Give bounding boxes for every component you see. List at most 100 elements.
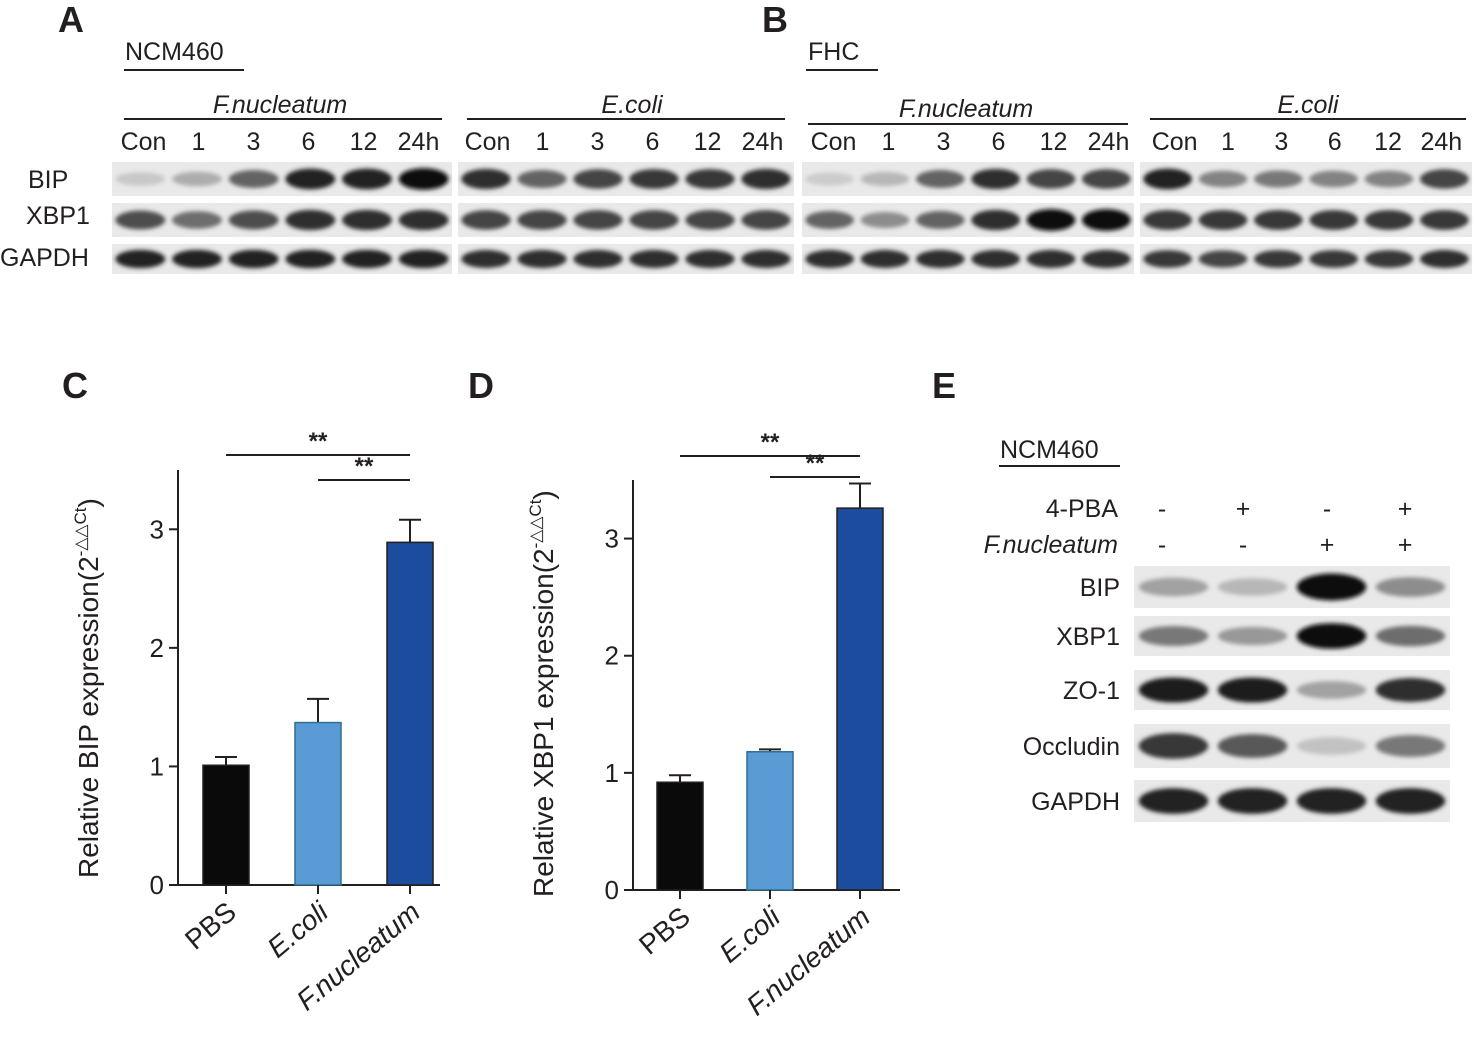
- blot-a-ec-strip-xbp1-band-6: [741, 210, 791, 230]
- blot-b-ec-strip-xbp1-band-4: [1309, 210, 1359, 230]
- blot-e-strip-xbp1: [1134, 616, 1450, 656]
- chart-c-sig-label-1: **: [309, 428, 328, 455]
- blot-e-4-pba-lane-3: -: [1323, 495, 1331, 523]
- blot-a-fn-strip-xbp1-band-4: [285, 209, 336, 231]
- blot-b-ec-strip-gapdh: [1140, 244, 1472, 274]
- blot-a-ec-strip-xbp1-band-5: [685, 210, 735, 230]
- blot-a-protein-xbp1: XBP1: [26, 202, 90, 230]
- blot-a-ec-lane-1: 1: [536, 128, 550, 156]
- panel-letter-c: C: [62, 365, 88, 406]
- panel-letter-b: B: [762, 0, 788, 40]
- blot-a-cell-line: NCM460: [125, 38, 224, 66]
- blot-a-ec-strip-xbp1-band-3: [573, 210, 623, 230]
- blot-a-ec-lane-24h: 24h: [742, 128, 784, 156]
- blot-e-protein-xbp1: XBP1: [1056, 623, 1120, 651]
- chart-c-xlabel-e-coli: E.coli: [261, 895, 334, 963]
- blot-e-strip-zo-1: [1134, 670, 1450, 710]
- blot-a-fn-strip-gapdh-band-3: [228, 249, 279, 269]
- blot-a-group-ec: E.coli: [601, 91, 664, 119]
- blot-a-fn-strip-gapdh-background: [112, 244, 452, 274]
- blot-a-fn-lane-con: Con: [121, 128, 167, 156]
- blot-a-strips: [112, 162, 794, 274]
- blot-b-ec-lane-1: 1: [1221, 128, 1235, 156]
- chart-d-ytick-label-1: 1: [605, 758, 619, 788]
- blot-e-4-pba-lane-1: -: [1158, 495, 1166, 523]
- chart-d-bar-f-nucleatum: [836, 507, 884, 891]
- blot-a-fn-strip-xbp1-background: [112, 203, 452, 237]
- blot-b-ec-strip-bip-band-3: [1253, 170, 1303, 188]
- blot-e-strip-bip: [1134, 566, 1450, 608]
- blot-e-strip-gapdh: [1134, 780, 1450, 822]
- chart-c-ylabel-close: ): [73, 498, 104, 507]
- blot-a-protein-gapdh: GAPDH: [0, 244, 89, 272]
- chart-d-xlabel-pbs: PBS: [633, 901, 696, 961]
- chart-d-ytick-label-0: 0: [605, 875, 619, 905]
- blot-a-ec-strip-xbp1-band-4: [629, 210, 679, 230]
- blot-b-ec-lane-con: Con: [1152, 128, 1198, 156]
- blot-b-ec-strip-bip-background: [1140, 162, 1472, 196]
- blot-b-fn-strip-gapdh-band-4: [971, 250, 1021, 268]
- blot-b-fn-strip-gapdh-band-3: [915, 250, 965, 268]
- blot-b-ec-strip-gapdh-band-4: [1309, 250, 1359, 268]
- blot-e-protein-occludin: Occludin: [1023, 733, 1120, 761]
- blot-a-ec-strip-xbp1-band-2: [517, 210, 567, 230]
- chart-c-ytick-label-3: 3: [150, 514, 164, 544]
- blot-a-fn-strip-xbp1-band-2: [172, 211, 222, 229]
- blot-a-fn-lane-3: 3: [247, 128, 261, 156]
- blot-a-ec-strip-gapdh: [458, 244, 794, 274]
- blot-a-fn-strip-bip: [112, 162, 452, 196]
- blot-b-fn-strip-xbp1-band-3: [915, 211, 965, 229]
- blot-b-fn-strip-bip-band-3: [915, 170, 965, 188]
- blot-e-strip-gapdh-band-1: [1138, 788, 1209, 814]
- blot-b-lane-labels: Con 1 3 6 12 24h Con 1 3 6 12 24h: [811, 128, 1463, 156]
- blot-a-fn-lane-12: 12: [350, 128, 378, 156]
- blot-b-fn-strip-bip: [802, 162, 1134, 196]
- blot-a-fn-strip-gapdh-band-6: [398, 249, 449, 269]
- blot-b-fn-lane-12: 12: [1040, 128, 1068, 156]
- blot-a-fn-strip-xbp1-band-5: [342, 209, 392, 231]
- blot-e-f-nucleatum-lane-3: +: [1320, 531, 1335, 559]
- blot-b-fn-strip-bip-background: [802, 162, 1134, 196]
- blot-e-strip-bip-band-1: [1138, 577, 1209, 597]
- blot-b-fn-strip-gapdh-band-6: [1081, 250, 1131, 268]
- chart-c-ytick-label-1: 1: [150, 751, 164, 781]
- blot-b-fn-strip-bip-band-4: [971, 168, 1021, 190]
- blot-b-ec-lane-3: 3: [1274, 128, 1288, 156]
- blot-b-ec-strip-bip-band-2: [1198, 170, 1248, 188]
- blot-b-ec-strip-gapdh-background: [1140, 244, 1472, 274]
- blot-b-fn-strip-xbp1-band-2: [860, 211, 910, 229]
- chart-c-sig-label-2: **: [355, 453, 374, 480]
- blot-a-fn-strip-bip-band-2: [172, 171, 222, 187]
- chart-c-ylabel: Relative BIP expression(2-△△Ct): [71, 498, 104, 878]
- panel-letter-d: D: [468, 365, 494, 406]
- blot-e-strip-gapdh-band-2: [1217, 788, 1288, 814]
- blot-a-fn-strip-xbp1-band-1: [115, 210, 166, 230]
- blot-e-strip-occludin-band-1: [1138, 733, 1209, 759]
- blot-a-ec-lane-12: 12: [694, 128, 722, 156]
- blot-a-fn-strip-xbp1: [112, 203, 452, 237]
- blot-a-ec-strip-gapdh-band-1: [461, 250, 511, 268]
- chart-c-ytick-label-2: 2: [150, 633, 164, 663]
- blot-a-ec-strip-bip-background: [458, 162, 794, 196]
- blot-b-ec-strip-xbp1-band-3: [1253, 210, 1303, 230]
- blot-e-4-pba-lane-2: +: [1236, 495, 1251, 523]
- chart-d-ylabel-main: Relative XBP1 expression(2: [528, 548, 559, 897]
- blot-b-ec-strip-xbp1: [1140, 203, 1472, 237]
- blot-b-ec-strip-bip: [1140, 162, 1472, 196]
- blot-b-ec-strip-bip-band-6: [1419, 169, 1469, 189]
- chart-c: 0 1 2 3 Relative BIP expression(2-△△Ct) PBS E.…: [71, 428, 440, 1016]
- blot-b-ec-strip-xbp1-band-1: [1143, 210, 1193, 230]
- blot-e-strip-occludin-band-3: [1296, 737, 1367, 755]
- blot-b-fn-strip-gapdh-band-5: [1026, 250, 1076, 268]
- blot-b-fn-lane-24h: 24h: [1088, 128, 1130, 156]
- chart-d-ylabel-superscript: -△△Ct: [526, 499, 545, 548]
- blot-e-cell-line: NCM460: [1000, 436, 1099, 464]
- blot-e-treatment-4-pba: 4-PBA: [1046, 495, 1119, 523]
- blot-b-ec-strip-gapdh-band-6: [1419, 250, 1469, 268]
- blot-b-fn-strip-xbp1-band-6: [1081, 209, 1131, 231]
- blot-e-strip-xbp1-band-2: [1217, 626, 1288, 646]
- blot-e-protein-bip: BIP: [1080, 574, 1120, 602]
- blot-e-strip-bip-band-3: [1296, 573, 1367, 601]
- blot-b-ec-strip-xbp1-band-5: [1364, 210, 1414, 230]
- blot-b-ec-strip-gapdh-band-5: [1364, 250, 1414, 268]
